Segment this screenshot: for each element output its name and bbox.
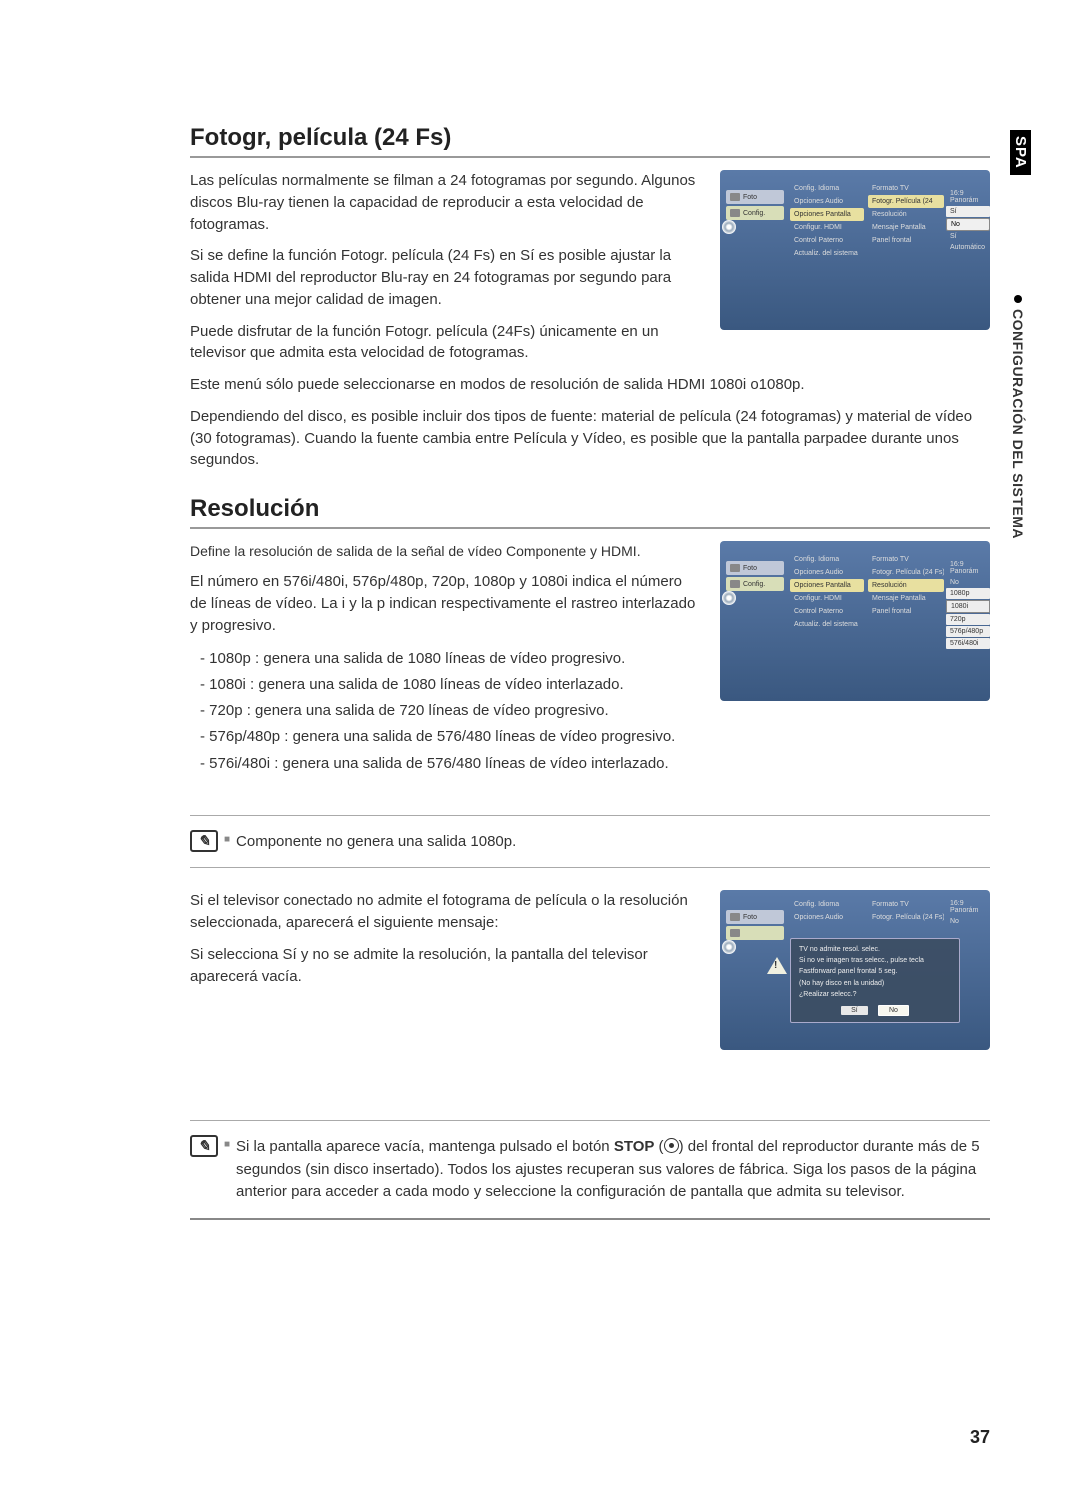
gear-icon	[730, 929, 740, 937]
note-icon: ✎	[190, 1135, 218, 1157]
paragraph: Puede disfrutar de la función Fotogr. pe…	[190, 321, 702, 365]
list-item: - 576i/480i : genera una salida de 576/4…	[200, 752, 702, 775]
bullet-icon	[1014, 295, 1022, 303]
resolution-option: 720p	[946, 614, 990, 625]
menu-item: Resolución	[868, 208, 944, 221]
resolution-list: - 1080p : genera una salida de 1080 líne…	[200, 647, 702, 775]
stop-icon	[664, 1138, 679, 1153]
bullet-icon: ■	[224, 830, 230, 845]
option-value: No	[946, 218, 990, 231]
resolution-option: 576i/480i	[946, 638, 990, 649]
note-box: ✎ ■ Si la pantalla aparece vacía, manten…	[190, 1120, 990, 1220]
stop-label: STOP	[614, 1138, 655, 1155]
menu-item: Mensaje Pantalla	[868, 221, 944, 234]
menu-item: Fotogr. Película (24	[868, 195, 944, 208]
heading-fotogr: Fotogr, película (24 Fs)	[190, 124, 990, 158]
menu-item: Opciones Audio	[790, 195, 864, 208]
tv-tab-config	[726, 926, 784, 940]
camera-icon	[730, 913, 740, 921]
resolution-option: 1080i	[946, 600, 990, 613]
menu-item: Formato TV	[868, 553, 944, 566]
option-value: Sí	[946, 206, 990, 217]
paragraph: Las películas normalmente se filman a 24…	[190, 170, 702, 235]
list-item: - 576p/480p : genera una salida de 576/4…	[200, 725, 702, 748]
paragraph: Si se define la función Fotogr. película…	[190, 245, 702, 310]
option-value: 16:9 Panorám	[946, 188, 990, 206]
menu-item: Mensaje Pantalla	[868, 592, 944, 605]
paragraph: Este menú sólo puede seleccionarse en mo…	[190, 374, 990, 396]
section-tab: CONFIGURACIÓN DEL SISTEMA	[1010, 295, 1026, 539]
warning-dialog: TV no admite resol. selec. Si no ve imag…	[790, 938, 960, 1022]
dialog-line: ¿Realizar selecc.?	[799, 990, 951, 999]
bullet-icon: ■	[224, 1135, 230, 1150]
camera-icon	[730, 193, 740, 201]
menu-item: Configur. HDMI	[790, 221, 864, 234]
menu-item: Config. Idioma	[790, 182, 864, 195]
disc-icon	[722, 220, 736, 234]
option-value: Automático	[946, 242, 990, 253]
note-box: ✎ ■ Componente no genera una salida 1080…	[190, 815, 990, 869]
tv-screenshot-2: Foto Config. Config. IdiomaOpciones Audi…	[720, 541, 990, 701]
tv-tab-foto: Foto	[726, 561, 784, 575]
dialog-line: (No hay disco en la unidad)	[799, 979, 951, 988]
note-icon: ✎	[190, 830, 218, 852]
menu-item: Panel frontal	[868, 605, 944, 618]
menu-item: Opciones Pantalla	[790, 208, 864, 221]
dialog-line: Fastforward panel frontal 5 seg.	[799, 967, 951, 976]
menu-item: Fotogr. Película (24 Fs)	[868, 566, 944, 579]
option-value: Sí	[946, 231, 990, 242]
resolution-option: 576p/480p	[946, 626, 990, 637]
tv-screenshot-1: Foto Config. Config. IdiomaOpciones Audi…	[720, 170, 990, 330]
menu-item: Formato TV	[868, 182, 944, 195]
menu-item: Control Paterno	[790, 234, 864, 247]
list-item: - 1080p : genera una salida de 1080 líne…	[200, 647, 702, 670]
menu-item: Control Paterno	[790, 605, 864, 618]
list-item: - 720p : genera una salida de 720 líneas…	[200, 699, 702, 722]
section-tab-label: CONFIGURACIÓN DEL SISTEMA	[1010, 309, 1026, 539]
paragraph: Dependiendo del disco, es posible inclui…	[190, 406, 990, 471]
disc-icon	[722, 591, 736, 605]
menu-item: Actualiz. del sistema	[790, 247, 864, 260]
disc-icon	[722, 940, 736, 954]
page-number: 37	[970, 1427, 990, 1448]
tv-tab-foto: Foto	[726, 190, 784, 204]
dialog-line: Si no ve imagen tras selecc., pulse tecl…	[799, 956, 951, 965]
note-text: Componente no genera una salida 1080p.	[236, 830, 516, 854]
warning-icon	[767, 957, 787, 974]
side-tab: SPA CONFIGURACIÓN DEL SISTEMA	[1010, 130, 1040, 539]
camera-icon	[730, 564, 740, 572]
tv-tab-config: Config.	[726, 577, 784, 591]
menu-item: Actualiz. del sistema	[790, 618, 864, 631]
menu-item: Panel frontal	[868, 234, 944, 247]
paragraph: El número en 576i/480i, 576p/480p, 720p,…	[190, 571, 702, 636]
note-text: Si la pantalla aparece vacía, mantenga p…	[236, 1135, 990, 1204]
menu-item: Opciones Audio	[790, 566, 864, 579]
menu-item: Configur. HDMI	[790, 592, 864, 605]
menu-item: Opciones Pantalla	[790, 579, 864, 592]
menu-item: Config. Idioma	[790, 553, 864, 566]
dialog-line: TV no admite resol. selec.	[799, 945, 951, 954]
tv-screenshot-3: Foto Config. IdiomaOpciones Audio Format…	[720, 890, 990, 1050]
tv-tab-foto: Foto	[726, 910, 784, 924]
gear-icon	[730, 580, 740, 588]
tv-tab-config: Config.	[726, 206, 784, 220]
dialog-no-button[interactable]: No	[878, 1005, 909, 1016]
note-text-pre: Si la pantalla aparece vacía, mantenga p…	[236, 1138, 614, 1155]
menu-item: Resolución	[868, 579, 944, 592]
paragraph: Define la resolución de salida de la señ…	[190, 541, 702, 561]
dialog-yes-button[interactable]: Sí	[841, 1006, 868, 1015]
gear-icon	[730, 209, 740, 217]
paragraph: Si el televisor conectado no admite el f…	[190, 890, 702, 934]
paragraph: Si selecciona Sí y no se admite la resol…	[190, 944, 702, 988]
list-item: - 1080i : genera una salida de 1080 líne…	[200, 673, 702, 696]
heading-resolucion: Resolución	[190, 495, 990, 529]
resolution-option: 1080p	[946, 588, 990, 599]
lang-tab: SPA	[1010, 130, 1031, 175]
